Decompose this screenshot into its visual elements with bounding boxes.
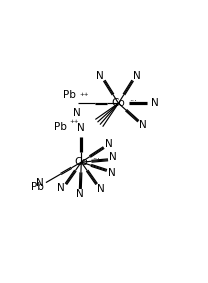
Text: N: N	[133, 71, 141, 81]
Text: Pb: Pb	[54, 122, 67, 132]
Text: N: N	[139, 120, 147, 130]
Text: ++: ++	[79, 92, 89, 97]
Text: N: N	[77, 123, 85, 133]
Text: N: N	[57, 183, 65, 193]
Text: Co: Co	[74, 157, 88, 167]
Text: Co: Co	[111, 98, 125, 108]
Text: N: N	[151, 98, 159, 108]
Text: N: N	[97, 184, 104, 194]
Text: N: N	[36, 177, 43, 188]
Text: ···: ···	[129, 97, 137, 106]
Text: N: N	[96, 71, 104, 81]
Text: Pb: Pb	[31, 182, 43, 192]
Text: N: N	[109, 152, 117, 162]
Text: ++: ++	[69, 119, 78, 124]
Text: Pb: Pb	[63, 90, 76, 100]
Text: N: N	[73, 108, 81, 118]
Text: N: N	[105, 139, 113, 149]
Text: ···: ···	[92, 156, 100, 165]
Text: N: N	[77, 188, 84, 199]
Text: N: N	[108, 168, 116, 177]
